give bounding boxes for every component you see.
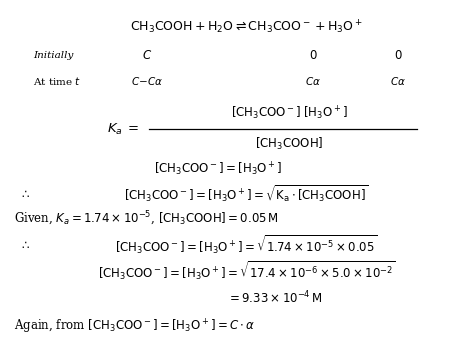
Text: Given, $K_a=1.74\times10^{-5}$, $\mathrm{[CH_3COOH]=0.05\,M}$: Given, $K_a=1.74\times10^{-5}$, $\mathrm… — [14, 210, 279, 228]
Text: $\mathrm{CH_3COOH + H_2O \rightleftharpoons CH_3COO^- + H_3O^+}$: $\mathrm{CH_3COOH + H_2O \rightleftharpo… — [130, 18, 363, 36]
Text: $\therefore$: $\therefore$ — [19, 187, 30, 200]
Text: $\mathrm{[CH_3COO^-]=[H_3O^+]=\sqrt{17.4\times10^{-6}\times5.0\times10^{-2}}}$: $\mathrm{[CH_3COO^-]=[H_3O^+]=\sqrt{17.4… — [98, 260, 395, 283]
Text: $\therefore$: $\therefore$ — [19, 238, 30, 251]
Text: $\mathrm{[CH_3COO^-]\;[H_3O^+]}$: $\mathrm{[CH_3COO^-]\;[H_3O^+]}$ — [231, 104, 347, 122]
Text: At time $t$: At time $t$ — [33, 75, 82, 87]
Text: $=9.33\times10^{-4}\,\mathrm{M}$: $=9.33\times10^{-4}\,\mathrm{M}$ — [227, 290, 323, 306]
Text: $\mathrm{[CH_3COO^-]=[H_3O^+]=\sqrt{K_a\cdot[CH_3COOH]}}$: $\mathrm{[CH_3COO^-]=[H_3O^+]=\sqrt{K_a\… — [125, 183, 368, 204]
Text: Initially: Initially — [33, 51, 73, 60]
Text: $\mathrm{[CH_3COO^-]=[H_3O^+]}$: $\mathrm{[CH_3COO^-]=[H_3O^+]}$ — [154, 161, 282, 178]
Text: $\mathit{C}$: $\mathit{C}$ — [142, 49, 152, 62]
Text: $\mathit{C}\alpha$: $\mathit{C}\alpha$ — [305, 75, 321, 87]
Text: $K_a\;=$: $K_a\;=$ — [107, 122, 140, 137]
Text: Again, from $\mathrm{[CH_3COO^-]=[H_3O^+]}=C\cdot\alpha$: Again, from $\mathrm{[CH_3COO^-]=[H_3O^+… — [14, 318, 255, 336]
Text: $\mathrm{[CH_3COO^-]=[H_3O^+]=\sqrt{1.74\times10^{-5}\times0.05}}$: $\mathrm{[CH_3COO^-]=[H_3O^+]=\sqrt{1.74… — [115, 233, 378, 256]
Text: $0$: $0$ — [394, 49, 402, 62]
Text: $\mathit{C}\alpha$: $\mathit{C}\alpha$ — [390, 75, 406, 87]
Text: $0$: $0$ — [309, 49, 317, 62]
Text: $\mathrm{[CH_3COOH]}$: $\mathrm{[CH_3COOH]}$ — [255, 136, 323, 152]
Text: $\mathit{C}\!-\!\mathit{C}\alpha$: $\mathit{C}\!-\!\mathit{C}\alpha$ — [131, 75, 163, 87]
